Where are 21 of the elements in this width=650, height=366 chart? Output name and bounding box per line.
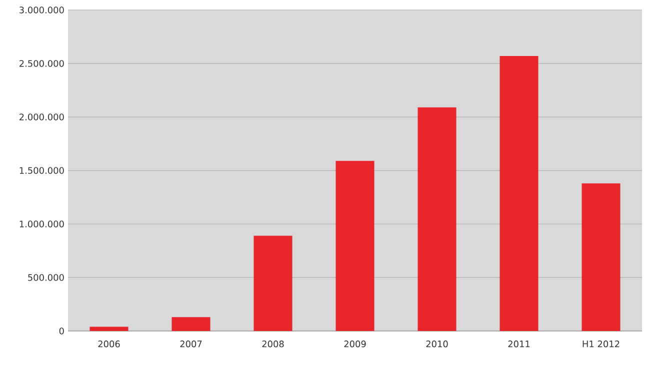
y-tick-label: 1.000.000 xyxy=(20,220,64,228)
y-tick-label: 3.000.000 xyxy=(20,6,64,14)
x-tick-label: 2010 xyxy=(426,340,448,348)
y-tick-label: 2.500.000 xyxy=(20,60,64,67)
bar xyxy=(500,56,538,331)
y-tick-label: 0 xyxy=(59,328,64,334)
bar xyxy=(336,160,374,331)
x-tick-label: 2006 xyxy=(98,340,120,348)
bar xyxy=(582,183,620,331)
x-tick-label: 2009 xyxy=(344,340,366,348)
y-tick-label: 2.000.000 xyxy=(20,114,64,120)
x-tick-label: 2007 xyxy=(180,340,202,348)
y-tick-label: 500.000 xyxy=(28,274,64,281)
x-tick-label: 2011 xyxy=(508,340,530,348)
bar xyxy=(172,317,210,331)
y-tick-label: 1.500.000 xyxy=(20,167,64,174)
x-tick-label: H1 2012 xyxy=(582,340,620,348)
bar xyxy=(90,326,128,331)
bar xyxy=(254,236,292,331)
bar xyxy=(418,107,456,331)
x-tick-label: 2008 xyxy=(262,340,284,348)
